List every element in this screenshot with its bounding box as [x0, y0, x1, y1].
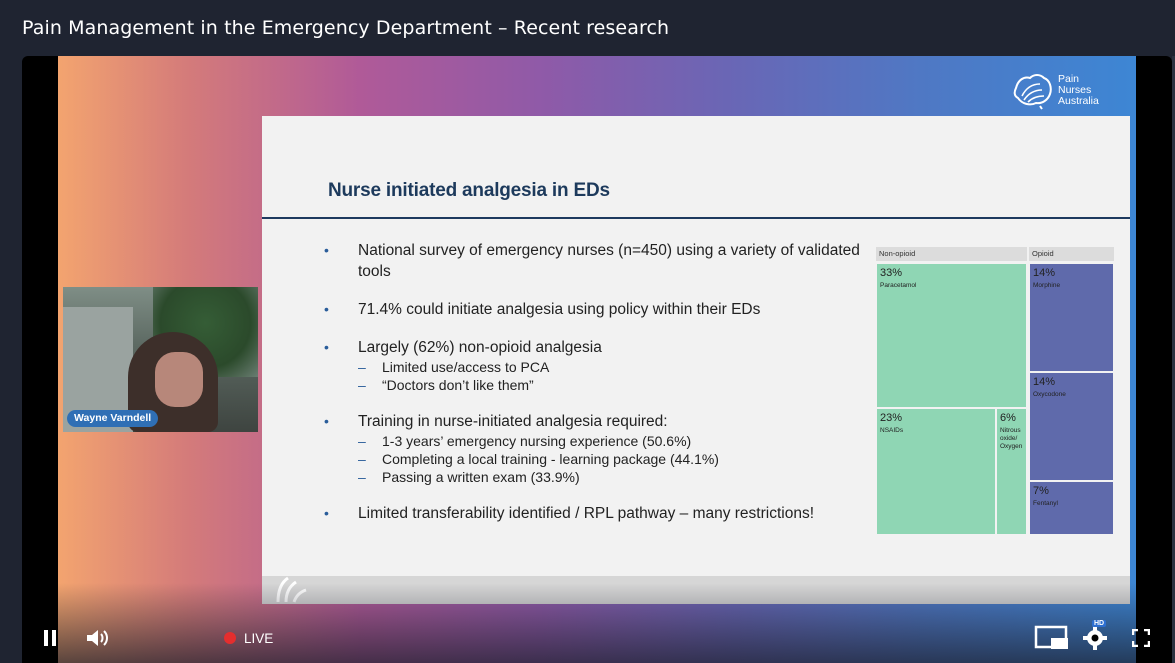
- video-title: Pain Management in the Emergency Departm…: [22, 17, 670, 39]
- video-bottom-gradient: [58, 583, 1136, 663]
- slide-title: Nurse initiated analgesia in EDs: [328, 180, 610, 201]
- bullet-marker: •: [324, 301, 329, 317]
- australia-map-icon: [1013, 74, 1052, 110]
- bullet-marker: •: [324, 413, 329, 429]
- hd-badge: HD: [1092, 620, 1107, 627]
- sub-bullet-item: – Completing a local training - learning …: [358, 450, 864, 468]
- sub-bullet-marker: –: [358, 469, 366, 485]
- fullscreen-button[interactable]: [1130, 627, 1152, 649]
- live-label: LIVE: [244, 630, 274, 646]
- treemap-cell-label: NSAIDs: [880, 427, 904, 434]
- pain-nurses-australia-logo: Pain Nurses Australia: [1010, 68, 1130, 112]
- treemap-cell-label: Nitrous oxide/ Oxygen: [1000, 427, 1023, 450]
- treemap-cell-label: Morphine: [1033, 282, 1061, 289]
- treemap-group-header: Opioid: [1029, 247, 1114, 261]
- bullet-item: • National survey of emergency nurses (n=…: [324, 240, 864, 282]
- treemap-cell: 14% Morphine: [1029, 263, 1114, 372]
- sub-bullet-item: – Limited use/access to PCA: [358, 358, 864, 376]
- bullet-text: Limited transferability identified / RPL…: [358, 505, 815, 522]
- treemap-cell-label: Fentanyl: [1033, 500, 1058, 507]
- treemap-cell: 33% Paracetamol: [876, 263, 1027, 408]
- player-controls: LIVE HD: [22, 613, 1172, 663]
- pause-button[interactable]: [40, 628, 60, 648]
- sub-bullet-marker: –: [358, 433, 366, 449]
- pip-icon: [1034, 625, 1068, 649]
- sub-bullet-text: Limited use/access to PCA: [382, 359, 550, 375]
- bullet-marker: •: [324, 505, 329, 521]
- settings-icon: [1083, 626, 1107, 650]
- treemap-cell-value: 33%: [880, 267, 903, 279]
- sub-bullet-text: “Doctors don’t like them”: [382, 377, 534, 393]
- treemap-cell: 14% Oxycodone: [1029, 372, 1114, 481]
- sub-bullet-text: 1-3 years’ emergency nursing experience …: [382, 433, 692, 449]
- bullet-marker: •: [324, 242, 329, 258]
- sub-bullet-item: –1-3 years’ emergency nursing experience…: [358, 432, 864, 450]
- bullet-item: • Limited transferability identified / RP…: [324, 503, 864, 524]
- treemap-cell-value: 7%: [1033, 485, 1049, 497]
- title-bar: Pain Management in the Emergency Departm…: [0, 0, 1175, 56]
- fullscreen-icon: [1132, 629, 1150, 647]
- treemap-cell-value: 14%: [1033, 376, 1056, 388]
- treemap-cell-value: 23%: [880, 412, 903, 424]
- video-player[interactable]: Pain Nurses Australia Nurse initiated an…: [22, 56, 1172, 663]
- pause-icon: [44, 630, 56, 646]
- treemap-cell: 6% Nitrous oxide/ Oxygen: [996, 408, 1027, 535]
- bullet-item: • 71.4% could initiate analgesia using po…: [324, 299, 864, 320]
- sub-bullet-text: Completing a local training - learning p…: [382, 451, 719, 467]
- logo-text: Pain Nurses Australia: [1058, 72, 1099, 107]
- bullet-list: • National survey of emergency nurses (n=…: [324, 240, 864, 541]
- video-frame[interactable]: Pain Nurses Australia Nurse initiated an…: [58, 56, 1136, 663]
- treemap-cell: 23% NSAIDs: [876, 408, 996, 535]
- bullet-marker: •: [324, 339, 329, 355]
- sub-bullet-marker: –: [358, 451, 366, 467]
- presenter-face: [155, 352, 203, 407]
- presentation-slide: Nurse initiated analgesia in EDs • Nation…: [262, 116, 1130, 604]
- bullet-text: Training in nurse-initiated analgesia re…: [358, 413, 668, 430]
- bullet-text: Largely (62%) non-opioid analgesia: [358, 339, 602, 356]
- bullet-item: • Largely (62%) non-opioid analgesia – Limi…: [324, 337, 864, 394]
- treemap-cell-value: 14%: [1033, 267, 1056, 279]
- analgesia-treemap-chart: Non-opioid Opioid 33% Paracetamol 23% NSAIDs 6…: [876, 247, 1114, 535]
- treemap-group-header: Non-opioid: [876, 247, 1027, 261]
- volume-icon: [87, 630, 108, 646]
- settings-button[interactable]: HD: [1080, 620, 1110, 652]
- live-dot-icon: [224, 632, 236, 644]
- presenter-webcam: Wayne Varndell: [63, 287, 258, 432]
- treemap-cell-label: Oxycodone: [1033, 391, 1066, 398]
- sub-bullet-item: – “Doctors don’t like them”: [358, 376, 864, 394]
- sub-bullet-item: – Passing a written exam (33.9%): [358, 468, 864, 486]
- presenter-name-tag: Wayne Varndell: [67, 410, 159, 427]
- treemap-cell-value: 6%: [1000, 412, 1016, 424]
- treemap-cell-label: Paracetamol: [880, 282, 917, 289]
- window-scrollbar-edge: [1172, 56, 1175, 663]
- live-indicator[interactable]: LIVE: [224, 628, 273, 648]
- sub-bullet-text: Passing a written exam (33.9%): [382, 469, 580, 485]
- sub-bullet-marker: –: [358, 377, 366, 393]
- volume-button[interactable]: [84, 626, 110, 650]
- bullet-item: • Training in nurse-initiated analgesia r…: [324, 411, 864, 486]
- slide-header: Nurse initiated analgesia in EDs: [262, 116, 1130, 219]
- bullet-text: National survey of emergency nurses (n=4…: [358, 242, 860, 280]
- treemap-cell: 7% Fentanyl: [1029, 481, 1114, 535]
- sub-bullet-marker: –: [358, 359, 366, 375]
- bullet-text: 71.4% could initiate analgesia using pol…: [358, 301, 761, 318]
- picture-in-picture-button[interactable]: [1034, 624, 1070, 652]
